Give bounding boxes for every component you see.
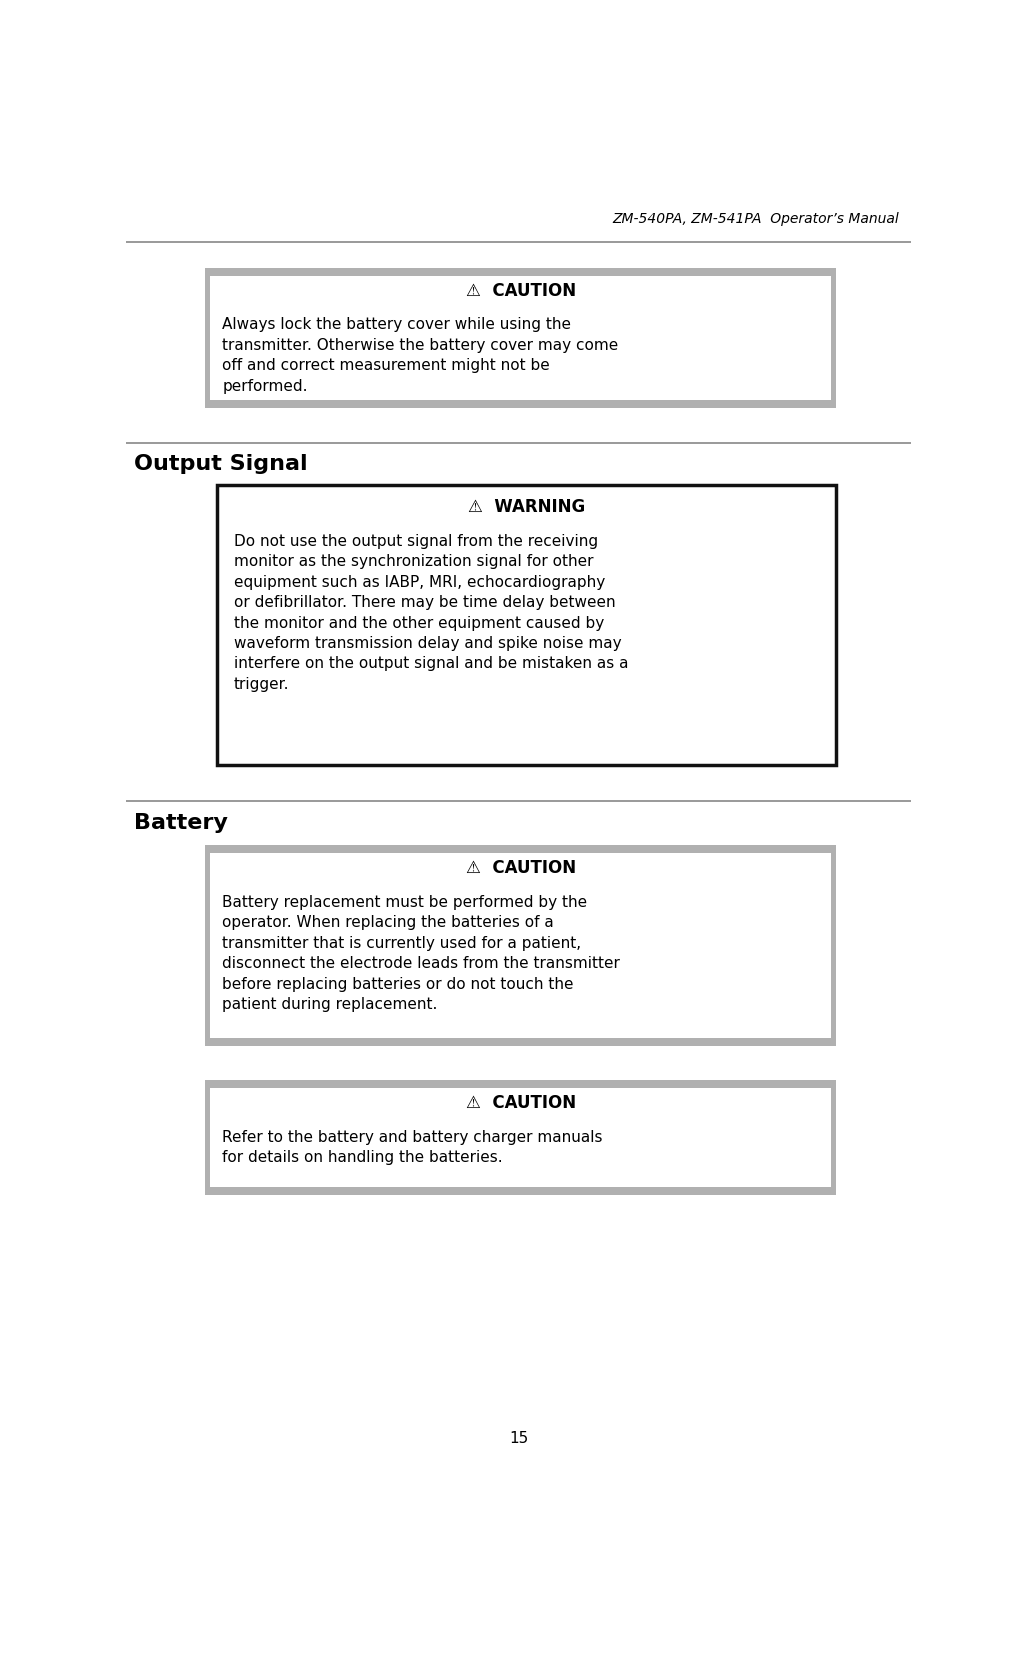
Text: Battery replacement must be performed by the
operator. When replacing the batter: Battery replacement must be performed by… <box>222 894 620 1011</box>
Text: Output Signal: Output Signal <box>134 453 307 473</box>
Text: ⚠  CAUTION: ⚠ CAUTION <box>465 859 575 877</box>
Bar <box>210 276 830 401</box>
Text: Do not use the output signal from the receiving
monitor as the synchronization s: Do not use the output signal from the re… <box>234 535 628 692</box>
Text: ⚠  CAUTION: ⚠ CAUTION <box>465 1094 575 1111</box>
Text: 15: 15 <box>509 1430 528 1445</box>
Text: Refer to the battery and battery charger manuals
for details on handling the bat: Refer to the battery and battery charger… <box>222 1129 603 1163</box>
Text: ZM-540PA, ZM-541PA  Operator’s Manual: ZM-540PA, ZM-541PA Operator’s Manual <box>612 212 898 227</box>
Text: ⚠  WARNING: ⚠ WARNING <box>467 498 584 516</box>
Text: Battery: Battery <box>134 813 228 832</box>
Text: Always lock the battery cover while using the
transmitter. Otherwise the battery: Always lock the battery cover while usin… <box>222 318 618 394</box>
Bar <box>210 854 830 1038</box>
Bar <box>205 846 835 1046</box>
Bar <box>205 268 835 409</box>
Bar <box>216 485 835 766</box>
Bar <box>205 1081 835 1195</box>
Text: ⚠  CAUTION: ⚠ CAUTION <box>465 281 575 300</box>
Bar <box>210 1087 830 1188</box>
